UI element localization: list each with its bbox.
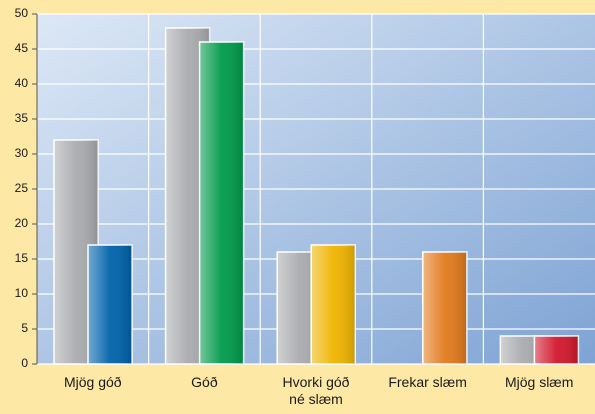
y-tick-label: 15 bbox=[15, 251, 29, 265]
y-tick-label: 40 bbox=[15, 76, 29, 90]
bar-shine bbox=[422, 252, 467, 364]
x-tick-label: Mjög góð bbox=[64, 374, 122, 390]
x-tick-label: Hvorki góð né slæm bbox=[282, 374, 350, 407]
y-tick-label: 20 bbox=[15, 216, 29, 230]
y-tick-label: 45 bbox=[15, 41, 29, 55]
y-tick-label: 0 bbox=[21, 356, 28, 370]
bar-shine bbox=[311, 245, 356, 364]
y-tick-label: 50 bbox=[15, 6, 29, 20]
x-tick-label: Góð bbox=[191, 374, 218, 390]
y-tick-label: 30 bbox=[15, 146, 29, 160]
y-tick-label: 5 bbox=[21, 321, 28, 335]
x-tick-label: Mjög slæm bbox=[504, 374, 574, 390]
y-tick-label: 35 bbox=[15, 111, 29, 125]
bar-shine bbox=[88, 245, 132, 364]
bar-shine bbox=[534, 336, 579, 364]
y-tick-label: 10 bbox=[15, 286, 29, 300]
y-tick-label: 25 bbox=[15, 181, 29, 195]
x-tick-label: Frekar slæm bbox=[388, 374, 467, 390]
bar-shine bbox=[199, 42, 244, 364]
